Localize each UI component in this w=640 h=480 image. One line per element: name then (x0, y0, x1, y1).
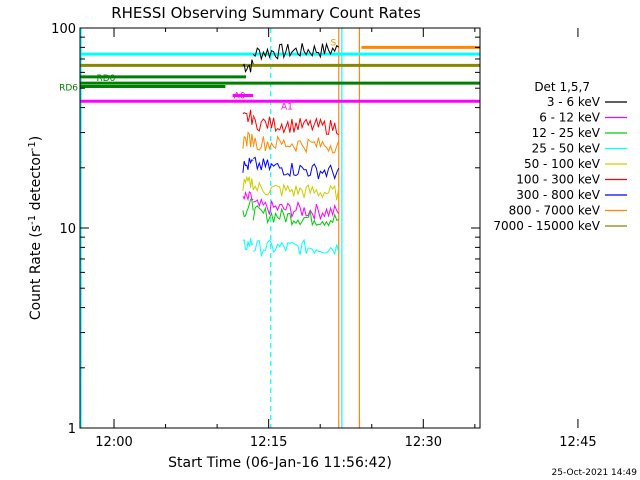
series-5-segment-0 (242, 109, 254, 125)
series-1-segment-1 (253, 197, 340, 221)
flag-label-a1: A1 (281, 102, 293, 112)
flag-label-a0: A0 (234, 91, 246, 101)
y-axis-label-close: ) (28, 136, 44, 141)
series-2-segment-0 (242, 198, 254, 218)
series-3-segment-1 (252, 238, 340, 258)
x-axis-label: Start Time (06-Jan-16 11:56:42) (168, 455, 392, 471)
y-axis-label-tail-sup: -1 (27, 141, 38, 151)
axis-ticks: 12:0012:1512:3012:4513:0013:1513:3011010… (51, 22, 597, 450)
y-axis-label-sup: -1 (27, 215, 38, 225)
series-6-segment-1 (252, 156, 340, 180)
x-tick-label-0: 12:00 (95, 435, 132, 450)
legend-label-8: 7000 - 15000 keV (493, 219, 600, 233)
y-axis-label-tail: detector (28, 151, 44, 215)
y-tick-label-0: 1 (68, 422, 76, 437)
legend-title: Det 1,5,7 (534, 80, 590, 94)
plot-area (80, 28, 480, 428)
flag-label-rd0: RD0 (96, 74, 115, 84)
series-6-segment-0 (242, 157, 254, 173)
series-4-segment-0 (242, 175, 254, 191)
legend-label-5: 100 - 300 keV (516, 173, 600, 187)
series-3-segment-0 (242, 238, 254, 251)
y-axis-label: Count Rate (s-1 detector-1) (27, 136, 44, 320)
count-rate-series (242, 42, 340, 258)
series-2-segment-1 (252, 205, 339, 227)
legend-label-6: 300 - 800 keV (516, 188, 600, 202)
y-tick-label-2: 100 (51, 22, 76, 37)
legend-label-1: 6 - 12 keV (539, 111, 601, 125)
legend-label-2: 12 - 25 keV (532, 126, 601, 140)
legend-label-0: 3 - 6 keV (547, 95, 601, 109)
legend-label-7: 800 - 7000 keV (509, 204, 601, 218)
series-4-segment-1 (252, 181, 340, 201)
legend-label-4: 50 - 100 keV (524, 157, 601, 171)
flag-label-rd6: RD6 (59, 83, 78, 93)
legend-label-3: 25 - 50 keV (532, 142, 601, 156)
plot-frame (79, 27, 481, 429)
x-tick-label-1: 12:15 (250, 435, 287, 450)
flag-label-s: S (331, 38, 337, 48)
y-tick-label-1: 10 (59, 222, 76, 237)
series-1-segment-0 (242, 190, 254, 202)
vertical-markers (80, 28, 360, 428)
timestamp: 25-Oct-2021 14:49 (552, 468, 638, 478)
series-7-segment-1 (252, 135, 340, 154)
x-tick-label-3: 12:45 (559, 435, 596, 450)
series-5-segment-1 (252, 115, 340, 136)
series-7-segment-0 (242, 131, 254, 149)
series-0-segment-0 (242, 59, 254, 73)
x-tick-label-2: 12:30 (405, 435, 442, 450)
flag-labels: RD0RD6A0A1SFD1FD2 (59, 38, 337, 112)
flag-bars (80, 45, 480, 103)
y-axis-label-main: Count Rate (s (28, 225, 44, 320)
chart-title: RHESSI Observing Summary Count Rates (111, 4, 421, 22)
series-0-segment-1 (252, 42, 340, 61)
